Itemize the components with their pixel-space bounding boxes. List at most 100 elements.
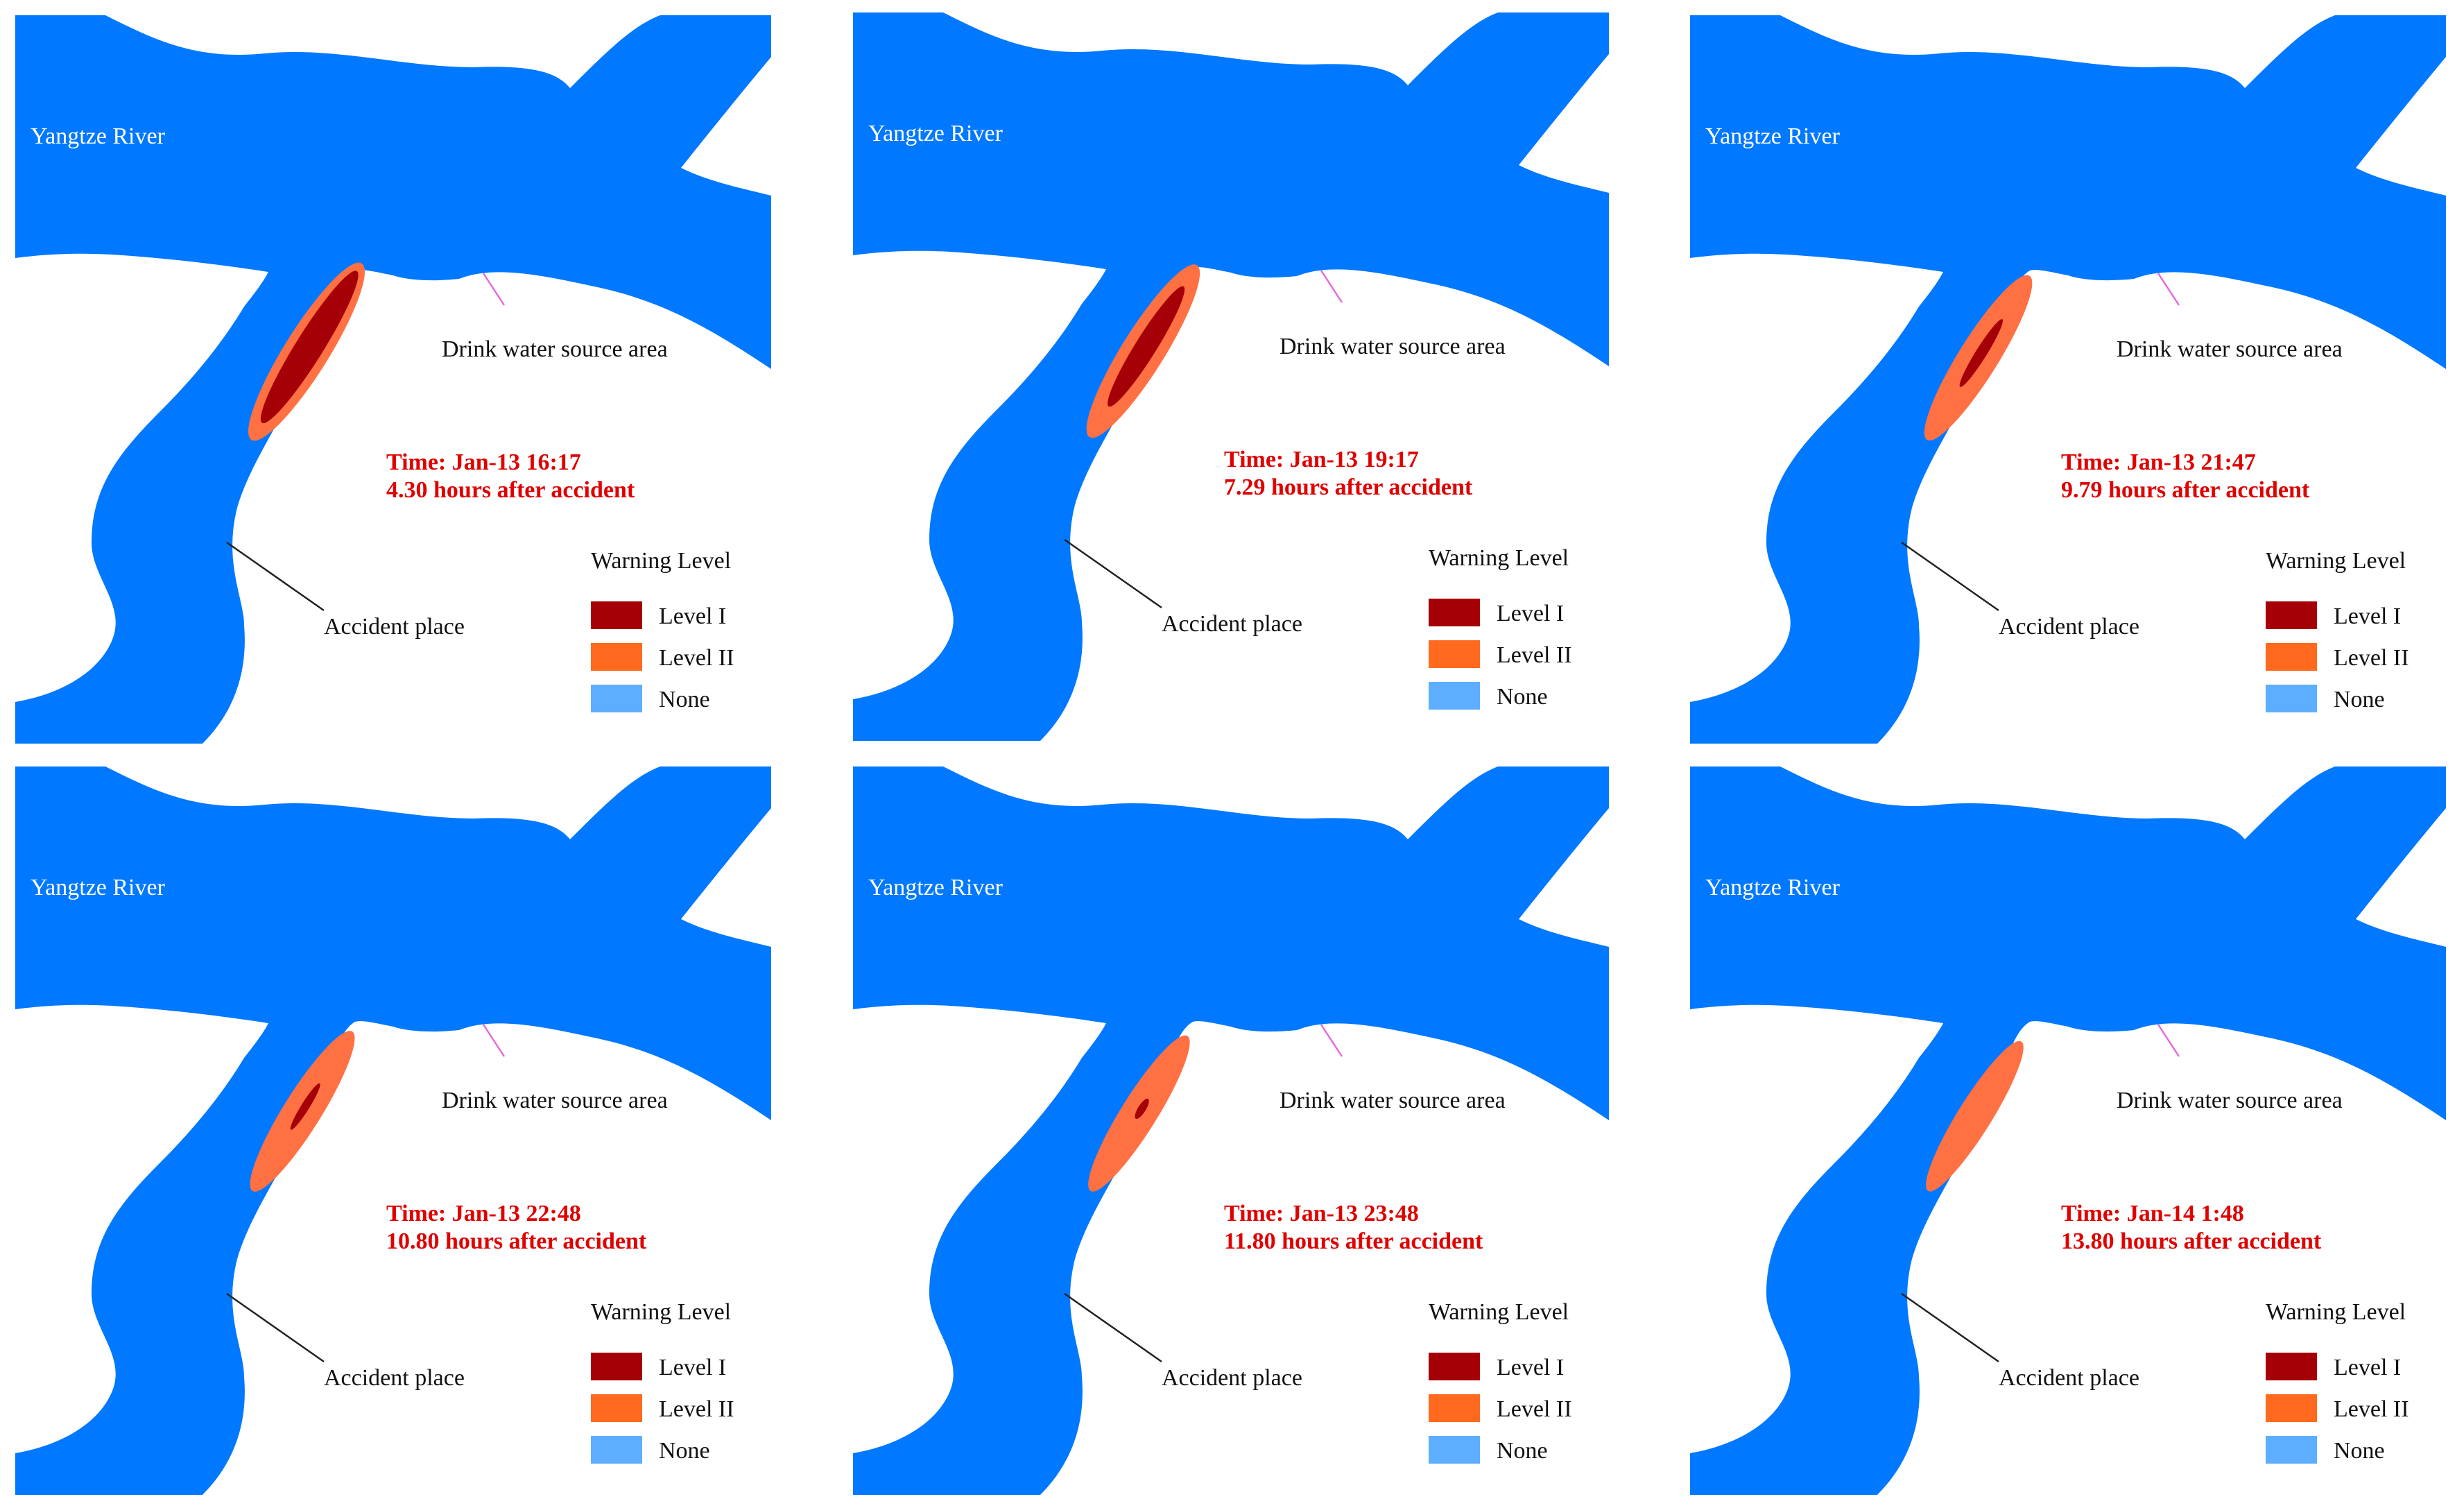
accident-place-label: Accident place (1162, 1365, 1302, 1391)
plume-level-1 (1959, 319, 2004, 387)
source-leader-line (482, 1024, 506, 1057)
legend-item-label: Level I (2334, 603, 2401, 629)
legend-swatch (591, 1353, 642, 1380)
legend-swatch (591, 643, 642, 671)
drink-water-source-label: Drink water source area (1280, 334, 1506, 359)
map-panel: Yangtze River Drink water source area Acci… (853, 12, 1609, 741)
plume-level-1 (260, 271, 359, 424)
river-name-label: Yangtze River (31, 123, 166, 149)
time-label: Time: Jan-13 19:17 (1224, 447, 1419, 472)
legend-swatch (591, 1436, 642, 1464)
legend-item-label: None (659, 1438, 710, 1464)
legend-item-label: Level II (2334, 1396, 2409, 1422)
legend-swatch (2266, 1394, 2317, 1422)
pollution-plume (1086, 264, 1200, 438)
river-shape (853, 766, 1609, 1495)
accident-place-label: Accident place (1162, 611, 1302, 637)
legend-item-label: None (2334, 687, 2385, 712)
legend-title: Warning Level (2266, 548, 2406, 574)
river-name-label: Yangtze River (1705, 123, 1841, 149)
time-label: Time: Jan-14 1:48 (2061, 1201, 2244, 1226)
legend: Warning Level Level I Level II None (591, 1299, 734, 1464)
drink-water-source-label: Drink water source area (2117, 1088, 2343, 1113)
elapsed-label: 7.29 hours after accident (1224, 474, 1473, 500)
legend-title: Warning Level (1429, 545, 1569, 571)
legend: Warning Level Level I Level II None (2266, 548, 2409, 712)
plume-level-1 (1135, 1098, 1149, 1119)
legend-swatch (2266, 643, 2317, 671)
source-leader-line (1320, 1024, 1343, 1057)
legend-item-label: Level I (659, 603, 726, 629)
map-panel: Yangtze River Drink water source area Acci… (853, 766, 1609, 1495)
river-shape (15, 766, 771, 1495)
legend-swatch (591, 1394, 642, 1422)
legend-item-label: Level II (2334, 645, 2409, 671)
legend-swatch (1429, 640, 1480, 668)
legend-item-label: Level I (2334, 1355, 2401, 1380)
accident-place-label: Accident place (1999, 614, 2139, 640)
elapsed-label: 4.30 hours after accident (386, 477, 635, 503)
river-name-label: Yangtze River (868, 875, 1003, 900)
river-name-label: Yangtze River (31, 875, 166, 900)
pollution-plume (1088, 1035, 1190, 1192)
time-label: Time: Jan-13 21:47 (2061, 449, 2256, 475)
elapsed-label: 10.80 hours after accident (386, 1228, 647, 1254)
legend-swatch (2266, 1436, 2317, 1464)
legend-swatch (2266, 1353, 2317, 1380)
legend-title: Warning Level (2266, 1299, 2406, 1325)
source-leader-line (482, 273, 506, 306)
legend-item-label: Level I (1497, 1355, 1564, 1380)
legend-swatch (1429, 599, 1480, 626)
plume-level-2 (1926, 1040, 2024, 1192)
legend-item-label: None (2334, 1438, 2385, 1464)
legend: Warning Level Level I Level II None (591, 548, 734, 712)
time-label: Time: Jan-13 23:48 (1224, 1201, 1419, 1226)
legend-item-label: None (659, 687, 710, 712)
legend-swatch (1429, 1394, 1480, 1422)
river-name-label: Yangtze River (1705, 875, 1841, 900)
accident-place-label: Accident place (1999, 1365, 2139, 1391)
map-panel: Yangtze River Drink water source area Acci… (1690, 15, 2446, 744)
time-label: Time: Jan-13 22:48 (386, 1201, 581, 1226)
river-shape (1690, 766, 2446, 1495)
legend-item-label: Level II (1497, 642, 1572, 668)
accident-leader-line (226, 541, 325, 612)
legend: Warning Level Level I Level II None (2266, 1299, 2409, 1464)
legend-swatch (1429, 1353, 1480, 1380)
accident-leader-line (1064, 538, 1162, 609)
plume-level-1 (1108, 286, 1185, 407)
river-name-label: Yangtze River (868, 121, 1003, 146)
elapsed-label: 9.79 hours after accident (2061, 477, 2310, 503)
river-shape (15, 15, 771, 744)
map-panel: Yangtze River Drink water source area Acci… (15, 15, 771, 744)
legend: Warning Level Level I Level II None (1429, 545, 1572, 710)
source-leader-line (2157, 273, 2180, 306)
legend-swatch (591, 685, 642, 712)
pollution-plume (250, 1031, 355, 1192)
legend-item-label: None (1497, 684, 1548, 710)
elapsed-label: 13.80 hours after accident (2061, 1228, 2322, 1254)
drink-water-source-label: Drink water source area (2117, 336, 2343, 362)
source-leader-line (1320, 270, 1343, 303)
pollution-plume (248, 262, 365, 441)
legend-title: Warning Level (591, 548, 731, 574)
map-panel: Yangtze River Drink water source area Acci… (15, 766, 771, 1495)
elapsed-label: 11.80 hours after accident (1224, 1228, 1483, 1254)
accident-leader-line (1064, 1292, 1162, 1363)
drink-water-source-label: Drink water source area (442, 336, 668, 362)
legend-item-label: Level II (659, 1396, 734, 1422)
drink-water-source-label: Drink water source area (442, 1088, 668, 1113)
river-shape (1690, 15, 2446, 744)
legend-swatch (2266, 601, 2317, 629)
legend: Warning Level Level I Level II None (1429, 1299, 1572, 1464)
legend-swatch (1429, 682, 1480, 710)
panels-grid: Yangtze River Drink water source area Acci… (15, 12, 2446, 1495)
legend-item-label: None (1497, 1438, 1548, 1464)
pollution-plume (1926, 1040, 2024, 1192)
legend-item-label: Level I (1497, 601, 1564, 626)
legend-item-label: Level II (1497, 1396, 1572, 1422)
legend-title: Warning Level (1429, 1299, 1569, 1325)
accident-leader-line (1901, 1292, 1999, 1363)
legend-swatch (1429, 1436, 1480, 1464)
